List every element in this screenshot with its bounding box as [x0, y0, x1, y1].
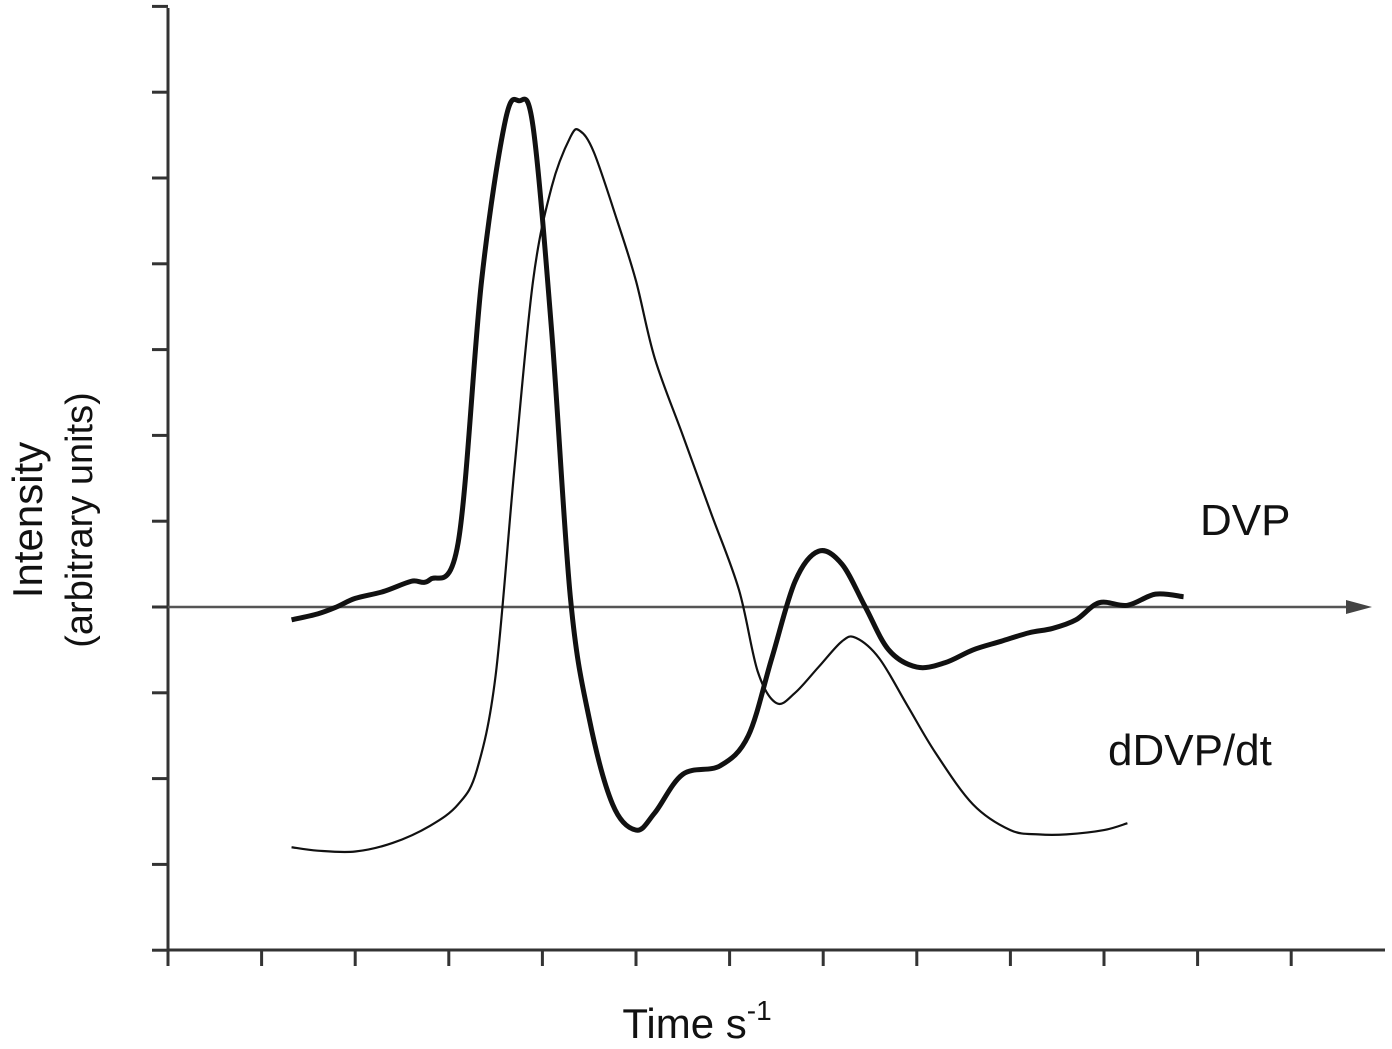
- series-dvp-line: [291, 128, 1128, 854]
- series-label-ddvp: dDVP/dt: [1108, 726, 1272, 775]
- series-layer: [290, 96, 1184, 854]
- y-axis-subtitle: (arbitrary units): [59, 392, 101, 648]
- y-axis-title: Intensity: [4, 442, 51, 598]
- series-label-dvp: DVP: [1200, 496, 1290, 545]
- x-axis-title-exponent: -1: [747, 995, 772, 1026]
- x-axis-title: Time s-1: [622, 995, 771, 1047]
- axes: [152, 4, 1385, 966]
- zero-line-arrow-icon: [1346, 600, 1372, 614]
- x-axis-title-text: Time s: [622, 1000, 746, 1047]
- series-ddvp-line: [290, 96, 1184, 833]
